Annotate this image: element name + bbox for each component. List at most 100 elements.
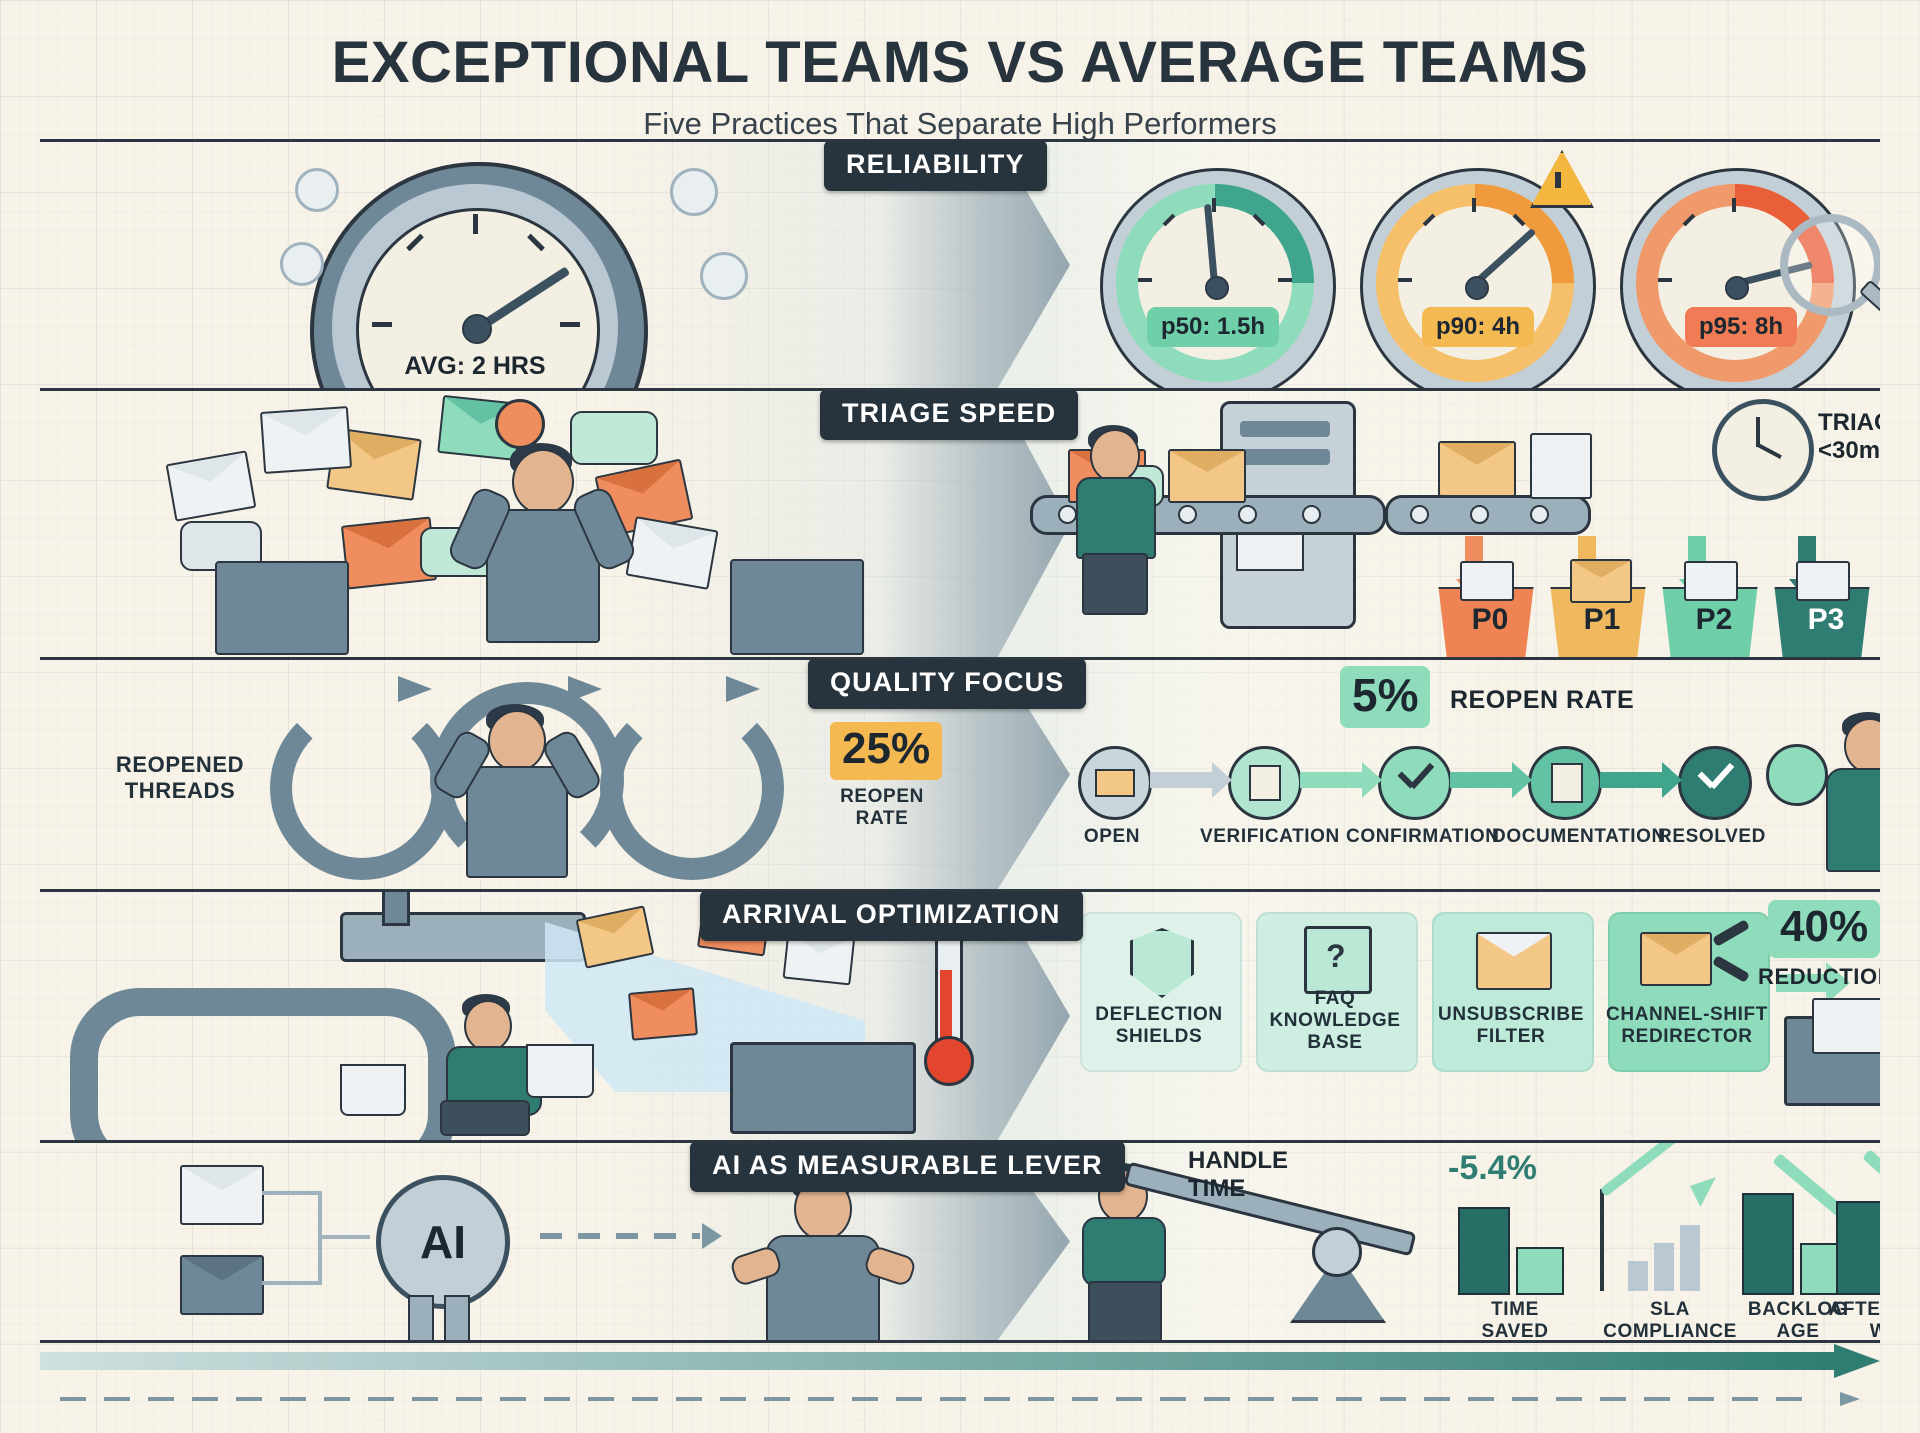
neutral-face-icon xyxy=(295,168,339,212)
band-arrival-optimization: DEFLECTION SHIELDS ? FAQ KNOWLEDGE BASE … xyxy=(40,892,1880,1140)
sla-line1: SLA xyxy=(1650,1299,1690,1320)
sla-ghost-bar xyxy=(1654,1243,1674,1291)
triage-timer-line1: TRIAGE: xyxy=(1818,409,1880,436)
book-question-icon xyxy=(1304,926,1372,994)
faq-line2: KNOWLEDGE xyxy=(1269,1010,1401,1032)
backlog-line1: BACKLOG xyxy=(1747,1299,1849,1320)
channel-shift-line1: CHANNEL-SHIFT xyxy=(1606,1004,1768,1025)
bucket-icon xyxy=(340,1064,406,1116)
bin-label-p0: P0 xyxy=(1471,603,1509,636)
neutral-face-icon xyxy=(280,242,324,286)
handle-time-line2: TIME xyxy=(1188,1174,1246,1202)
divider-top xyxy=(40,139,1880,142)
happy-agent-icon xyxy=(1820,712,1880,872)
metric-label-backlog-age: BACKLOG AGE xyxy=(1728,1299,1868,1340)
baseline-dashes xyxy=(60,1397,1820,1401)
pipeline-step-icon-verification xyxy=(1228,746,1302,820)
band-quality-focus: REOPENED THREADS 25% REOPEN RATE 5% REOP… xyxy=(40,660,1880,889)
bailing-person-icon xyxy=(440,992,590,1136)
deflection-line1: DEFLECTION xyxy=(1095,1004,1223,1025)
baseline-arrow-tip xyxy=(1840,1392,1860,1406)
lever-pivot xyxy=(1312,1227,1362,1277)
overflow-bin xyxy=(730,1042,916,1134)
ai-badge-text: AI xyxy=(420,1216,466,1268)
sla-line2: COMPLIANCE xyxy=(1603,1321,1737,1340)
metric-label-after-hours-work: AFTER-HOURS WORK xyxy=(1826,1299,1880,1340)
badge-ribbon xyxy=(408,1295,434,1340)
unsubscribe-card-label: UNSUBSCRIBE FILTER xyxy=(1432,1004,1590,1048)
envelope-icon xyxy=(259,406,353,474)
reopen-rate-avg-label: REOPEN RATE xyxy=(824,786,940,830)
reopen-rate-avg-line1: REOPEN xyxy=(840,786,924,807)
metric-bar-dark xyxy=(1836,1201,1880,1295)
overwhelmed-person-icon xyxy=(445,433,639,643)
unsubscribe-line1: UNSUBSCRIBE xyxy=(1438,1004,1584,1025)
metric-bar-light xyxy=(1516,1247,1564,1295)
smile-face-icon xyxy=(670,168,718,216)
shrugging-person-icon xyxy=(728,1171,918,1340)
document-icon xyxy=(1460,561,1514,601)
document-icon xyxy=(1796,561,1850,601)
feed-connector xyxy=(262,1281,322,1285)
gauge-hub xyxy=(1725,276,1749,300)
dashed-connector xyxy=(540,1233,700,1239)
gauge-pill-p90: p90: 4h xyxy=(1422,307,1535,347)
stressed-person-icon xyxy=(429,704,605,878)
band-label-quality-focus: QUALITY FOCUS xyxy=(808,660,1087,709)
unsubscribe-card xyxy=(1432,912,1594,1072)
envelope-icon xyxy=(628,987,698,1041)
deflection-line2: SHIELDS xyxy=(1115,1026,1203,1048)
envelope-icon xyxy=(1438,441,1516,497)
document-icon xyxy=(1684,561,1738,601)
divider-bottom xyxy=(40,1340,1880,1343)
sla-ghost-bar xyxy=(1628,1261,1648,1291)
band-label-reliability: RELIABILITY xyxy=(824,142,1047,191)
magnifying-glass-icon xyxy=(1780,214,1880,316)
band-label-arrival-optimization: ARRIVAL OPTIMIZATION xyxy=(700,892,1083,941)
channel-shift-card xyxy=(1608,912,1770,1072)
after-hours-line1: AFTER-HOURS xyxy=(1828,1299,1880,1320)
faq-card-label: FAQ KNOWLEDGE BASE xyxy=(1256,988,1414,1054)
faq-line1: FAQ xyxy=(1314,988,1356,1009)
chat-bubble-icon xyxy=(570,411,658,465)
pipeline-step-icon-open xyxy=(1078,746,1152,820)
gauge-hub xyxy=(1205,276,1229,300)
divider-1 xyxy=(40,388,1880,391)
poster-header: EXCEPTIONAL TEAMS VS AVERAGE TEAMS Five … xyxy=(0,0,1920,160)
pipeline-step-label-confirmation: CONFIRMATION xyxy=(1346,826,1500,847)
time-saved-line2: SAVED xyxy=(1481,1321,1549,1340)
faucet-handle-icon xyxy=(382,892,410,926)
avg-response-gauge: AVG: 2 HRS xyxy=(310,162,648,388)
circular-arrow-loop-icon xyxy=(270,696,454,880)
band-reliability: AVG: 2 HRS p50: 1.5h xyxy=(40,142,1880,388)
gauge-p50 xyxy=(1100,168,1336,388)
reopen-rate-avg-value: 25% xyxy=(830,722,943,780)
backlog-line2: AGE xyxy=(1776,1321,1820,1340)
faq-line3: BASE xyxy=(1307,1032,1363,1054)
reduction-arrow xyxy=(1776,974,1832,992)
metric-label-sla-compliance: SLA COMPLIANCE xyxy=(1580,1299,1760,1340)
triage-timer-line2: <30min xyxy=(1818,437,1880,465)
band-label-ai-lever: AI AS MEASURABLE LEVER xyxy=(690,1143,1125,1192)
reopen-rate-avg-line2: RATE xyxy=(855,808,909,830)
deflection-card-label: DEFLECTION SHIELDS xyxy=(1080,1004,1238,1048)
reduction-label: REDUCTION xyxy=(1758,964,1880,989)
pipeline-step-label-documentation: DOCUMENTATION xyxy=(1492,826,1666,847)
progress-arrow xyxy=(40,1344,1880,1378)
time-saved-line1: TIME xyxy=(1491,1299,1539,1320)
pipeline-connector xyxy=(1150,772,1218,788)
metric-bar-dark xyxy=(1742,1193,1794,1295)
page-subtitle: Five Practices That Separate High Perfor… xyxy=(643,106,1277,141)
handle-time-label: HANDLE TIME xyxy=(1188,1147,1288,1203)
gauge-hub xyxy=(1465,276,1489,300)
feed-connector xyxy=(262,1191,322,1195)
triage-timer-label: TRIAGE: <30min xyxy=(1818,409,1880,466)
envelope-icon xyxy=(1168,449,1246,503)
stopwatch-icon xyxy=(1712,399,1814,501)
thermometer-bulb xyxy=(924,1036,974,1086)
gauge-pill-p50: p50: 1.5h xyxy=(1147,307,1280,347)
envelope-icon xyxy=(1640,932,1712,986)
avg-gauge-label: AVG: 2 HRS xyxy=(404,352,546,380)
progress-arrow-shaft xyxy=(40,1352,1840,1370)
open-envelope-icon xyxy=(1476,932,1552,990)
